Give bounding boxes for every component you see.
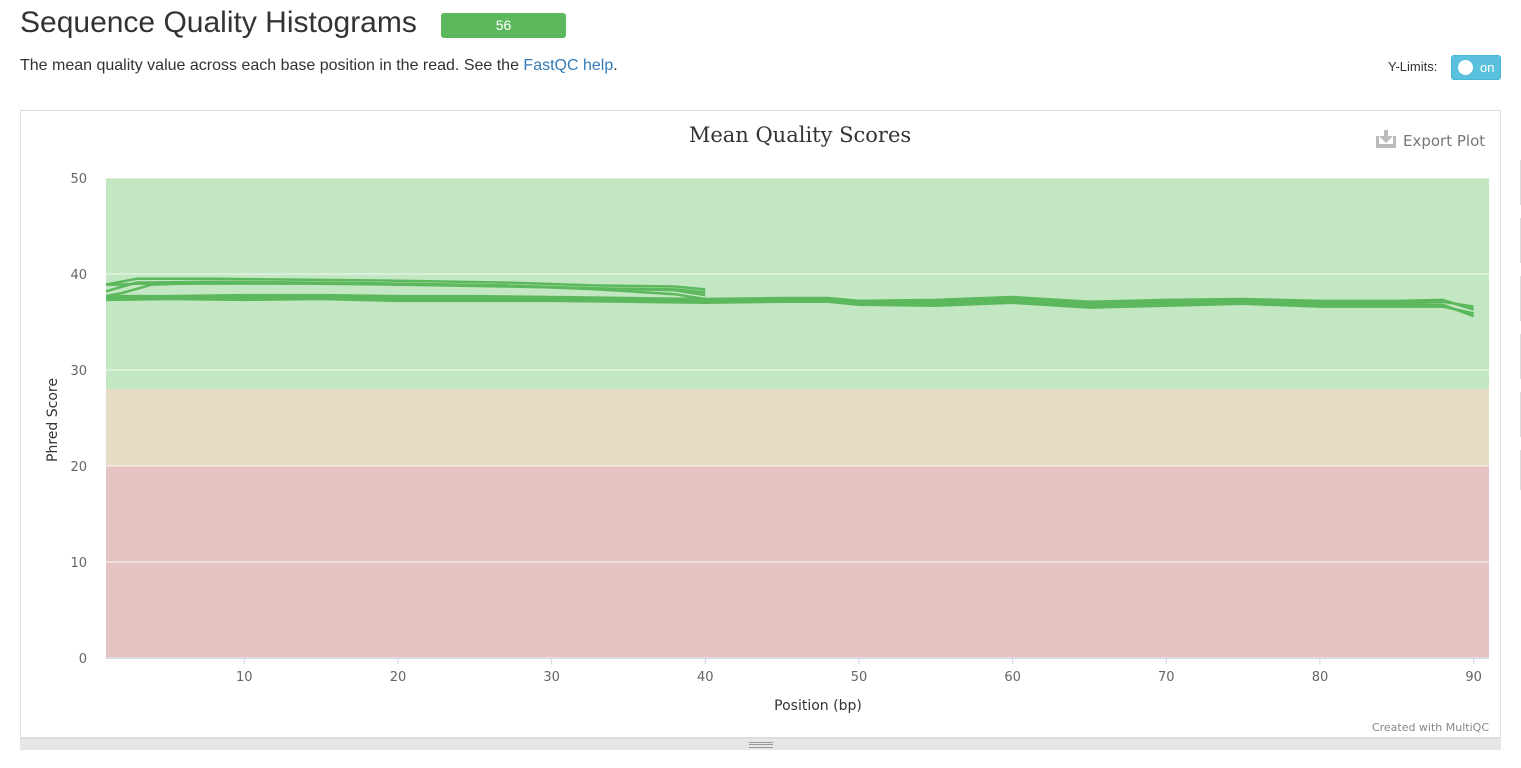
- x-tick-label-50: 50: [851, 670, 868, 685]
- x-tick-label-40: 40: [697, 670, 714, 685]
- x-tick-label-20: 20: [390, 670, 407, 685]
- ylimits-toggle[interactable]: on: [1451, 55, 1501, 80]
- y-tick-label-0: 0: [79, 652, 87, 667]
- page-title: Sequence Quality Histograms: [20, 6, 417, 39]
- series-line-3: [105, 281, 706, 301]
- fastqc-help-link[interactable]: FastQC help: [523, 57, 614, 74]
- y-tick-label-20: 20: [70, 460, 87, 475]
- ylimits-label: Y-Limits:: [1388, 59, 1438, 74]
- y-tick-label-40: 40: [70, 268, 87, 283]
- resize-grip-icon: [749, 742, 773, 748]
- series-lines: [105, 277, 1475, 318]
- y-axis-ticks: 0 10 20 30 40 50: [70, 172, 87, 667]
- description-end: .: [613, 57, 618, 74]
- mean-quality-chart: 10 20 30 40 50 60 70 80 90 0 10 20 30 40 50 Mean Qual…: [45, 123, 1489, 734]
- toggle-label: on: [1480, 60, 1495, 75]
- x-tick-label-10: 10: [236, 670, 253, 685]
- toggle-knob: [1458, 60, 1473, 75]
- series-line-6: [105, 297, 1474, 315]
- quality-band-1: [106, 389, 1489, 466]
- description-text: The mean quality value across each base …: [20, 57, 524, 74]
- y-axis-label: Phred Score: [45, 378, 61, 462]
- y-tick-label-10: 10: [70, 556, 87, 571]
- chart-title: Mean Quality Scores: [689, 123, 911, 147]
- quality-bands: [106, 178, 1489, 658]
- y-tick-label-50: 50: [70, 172, 87, 187]
- x-axis-label: Position (bp): [774, 698, 862, 714]
- x-tick-label-70: 70: [1158, 670, 1175, 685]
- x-tick-label-30: 30: [543, 670, 560, 685]
- x-axis-ticks: 10 20 30 40 50 60 70 80 90: [236, 658, 1482, 685]
- export-plot-label: Export Plot: [1403, 132, 1485, 150]
- download-icon: [1376, 130, 1396, 148]
- series-line-5: [106, 293, 1474, 311]
- multiqc-credit: Created with MultiQC: [1372, 721, 1489, 734]
- export-plot-button[interactable]: Export Plot: [1376, 130, 1485, 150]
- x-tick-label-60: 60: [1004, 670, 1021, 685]
- section-description: The mean quality value across each base …: [20, 57, 618, 75]
- x-tick-label-80: 80: [1312, 670, 1329, 685]
- sample-count-badge[interactable]: 56: [441, 13, 566, 38]
- plot-container: 10 20 30 40 50 60 70 80 90 0 10 20 30 40 50 Mean Qual…: [20, 110, 1501, 738]
- x-tick-label-90: 90: [1465, 670, 1482, 685]
- series-line-0: [105, 277, 706, 291]
- grid-lines: [106, 177, 1489, 659]
- y-tick-label-30: 30: [70, 364, 87, 379]
- series-line-7: [105, 295, 1474, 308]
- plot-resize-handle[interactable]: [20, 738, 1501, 750]
